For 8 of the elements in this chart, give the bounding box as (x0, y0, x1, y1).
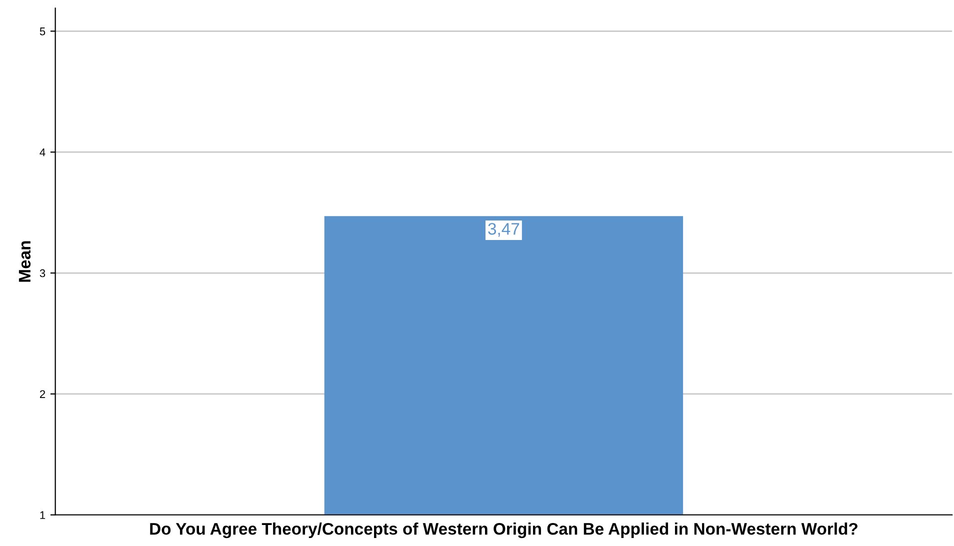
y-tick-label: 4 (40, 148, 46, 156)
y-tick-label: 5 (40, 28, 46, 36)
y-tick-label: 2 (40, 390, 46, 398)
x-axis-title: Do You Agree Theory/Concepts of Western Origin Can Be Applied in Non-Western World? (150, 522, 858, 538)
y-axis-title: Mean (18, 241, 31, 282)
y-tick-label: 3 (40, 269, 46, 278)
y-tick-label: 1 (40, 511, 46, 519)
data-label: 3,47 (488, 222, 520, 237)
